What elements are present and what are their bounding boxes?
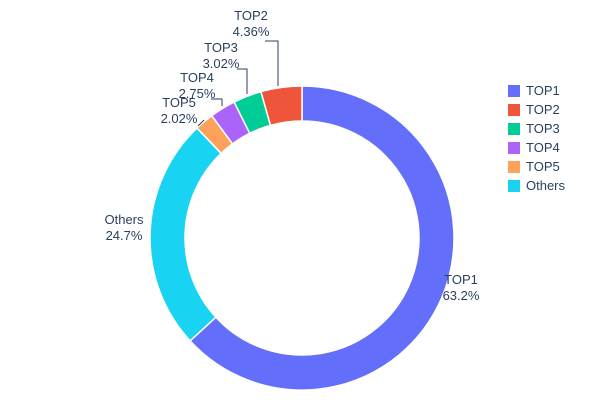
legend-swatch-icon	[508, 85, 520, 97]
slice-label-percent: 2.75%	[179, 86, 216, 101]
slice-top1[interactable]	[189, 85, 455, 391]
leader-line-top2	[265, 40, 279, 86]
slice-label-name: TOP3	[204, 40, 238, 55]
slice-label-percent: 63.2%	[443, 288, 480, 303]
slice-label-top1: TOP1 63.2%	[443, 272, 480, 303]
chart-legend: TOP1 TOP2 TOP3 TOP4 TOP5 Others	[508, 84, 565, 193]
legend-item-top1[interactable]: TOP1	[508, 84, 565, 98]
legend-label: Others	[526, 178, 566, 193]
leader-line-top4	[211, 98, 223, 106]
leader-line-top5	[197, 119, 205, 127]
slice-label-percent: 24.7%	[106, 228, 143, 243]
legend-label: TOP2	[526, 102, 560, 117]
slice-label-top4: TOP4 2.75%	[179, 70, 216, 101]
leader-line-top3	[237, 68, 248, 94]
legend-label: TOP3	[526, 121, 560, 136]
legend-item-top2[interactable]: TOP2	[508, 103, 565, 117]
slice-top4[interactable]	[210, 101, 251, 145]
legend-item-top3[interactable]: TOP3	[508, 122, 565, 136]
legend-label: TOP4	[526, 140, 560, 155]
legend-label: TOP5	[526, 159, 560, 174]
slice-label-name: TOP2	[234, 8, 268, 23]
slice-others[interactable]	[149, 127, 223, 342]
legend-item-top5[interactable]: TOP5	[508, 160, 565, 174]
slice-top5[interactable]	[195, 114, 234, 155]
legend-swatch-icon	[508, 142, 520, 154]
slice-top3[interactable]	[233, 90, 272, 135]
slice-label-top2: TOP2 4.36%	[233, 8, 270, 39]
slice-label-top5: TOP5 2.02%	[161, 95, 198, 126]
legend-swatch-icon	[508, 104, 520, 116]
slice-label-name: TOP1	[444, 272, 478, 287]
legend-swatch-icon	[508, 123, 520, 135]
slice-label-name: Others	[104, 212, 144, 227]
slice-label-name: TOP5	[162, 95, 196, 110]
legend-swatch-icon	[508, 161, 520, 173]
slice-label-others: Others 24.7%	[104, 212, 144, 243]
slice-label-percent: 3.02%	[203, 56, 240, 71]
slice-top2[interactable]	[259, 85, 303, 127]
slice-label-name: TOP4	[180, 70, 214, 85]
slice-label-percent: 4.36%	[233, 24, 270, 39]
slice-label-top3: TOP3 3.02%	[203, 40, 240, 71]
slice-label-percent: 2.02%	[161, 111, 198, 126]
legend-swatch-icon	[508, 180, 520, 192]
legend-item-top4[interactable]: TOP4	[508, 141, 565, 155]
legend-item-others[interactable]: Others	[508, 179, 565, 193]
legend-label: TOP1	[526, 83, 560, 98]
